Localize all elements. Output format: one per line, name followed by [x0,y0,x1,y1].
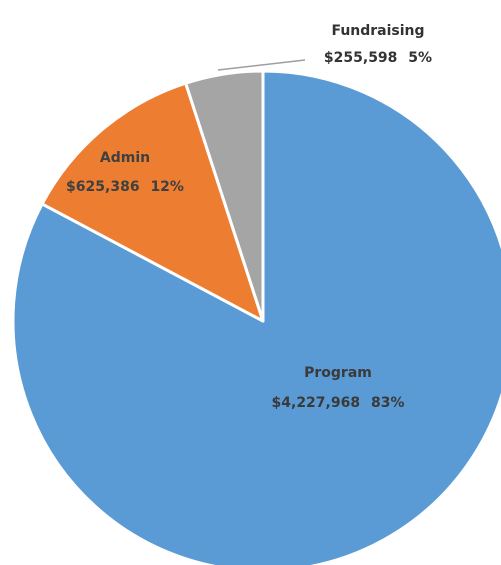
slice-label-admin: Admin [100,150,150,166]
fundraising-name: Fundraising [331,23,424,39]
slice-label-program: Program [304,365,372,381]
fundraising-leader-line [217,59,306,71]
admin-name: Admin [100,150,150,166]
fundraising-percent: 5% [408,50,432,66]
pie-slice-fundraising [184,69,265,323]
slice-label-fundraising: Fundraising [331,23,424,39]
slice-value-program: $4,227,968 83% [272,395,405,411]
admin-value: $625,386 [66,179,140,195]
admin-percent: 12% [150,179,184,195]
pie-slice-admin [40,81,265,323]
pie-slices [11,69,501,565]
program-percent: 83% [371,395,405,411]
program-value: $4,227,968 [272,395,361,411]
program-name: Program [304,365,372,381]
slice-value-fundraising: $255,598 5% [324,50,432,66]
slice-value-admin: $625,386 12% [66,179,184,195]
fundraising-value: $255,598 [324,50,398,66]
